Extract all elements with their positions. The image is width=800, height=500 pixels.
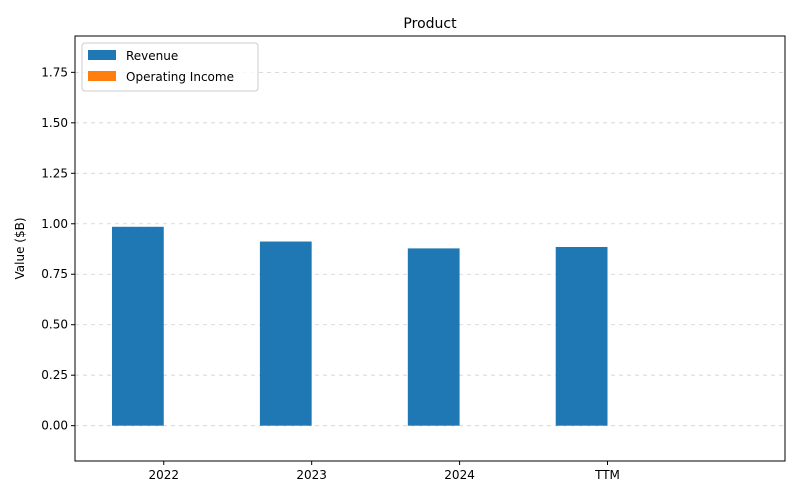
bar-revenue-ttm xyxy=(555,246,608,426)
legend-swatch-operating-income xyxy=(88,71,116,81)
x-tick-label-2: 2024 xyxy=(444,468,475,482)
x-tick-label-1: 2023 xyxy=(296,468,327,482)
bar-revenue-2023 xyxy=(259,241,312,426)
legend-label-operating-income: Operating Income xyxy=(126,70,234,84)
legend-label-revenue: Revenue xyxy=(126,49,178,63)
y-tick-label-6: 1.50 xyxy=(41,116,68,130)
y-axis-label: Value ($B) xyxy=(13,218,27,280)
y-axis-ticks: 0.00 0.25 0.50 0.75 1.00 1.25 1.50 1.75 xyxy=(41,65,75,433)
legend-box xyxy=(81,42,259,92)
y-tick-label-1: 0.25 xyxy=(41,368,68,382)
chart-title: Product xyxy=(403,16,457,32)
y-tick-label-2: 0.50 xyxy=(41,318,68,332)
bar-revenue-2024 xyxy=(407,248,460,426)
y-tick-label-3: 0.75 xyxy=(41,267,68,281)
y-tick-label-7: 1.75 xyxy=(41,65,68,79)
legend-swatch-revenue xyxy=(88,50,116,60)
y-tick-label-0: 0.00 xyxy=(41,419,68,433)
x-axis-ticks: 2022 2023 2024 TTM xyxy=(148,461,620,482)
y-tick-label-4: 1.00 xyxy=(41,217,68,231)
x-tick-label-3: TTM xyxy=(594,468,620,482)
bar-revenue-2022 xyxy=(111,226,164,426)
y-tick-label-5: 1.25 xyxy=(41,166,68,180)
x-tick-label-0: 2022 xyxy=(148,468,179,482)
bars xyxy=(111,226,608,426)
plot-frame xyxy=(74,35,786,462)
legend: Revenue Operating Income xyxy=(81,42,259,92)
